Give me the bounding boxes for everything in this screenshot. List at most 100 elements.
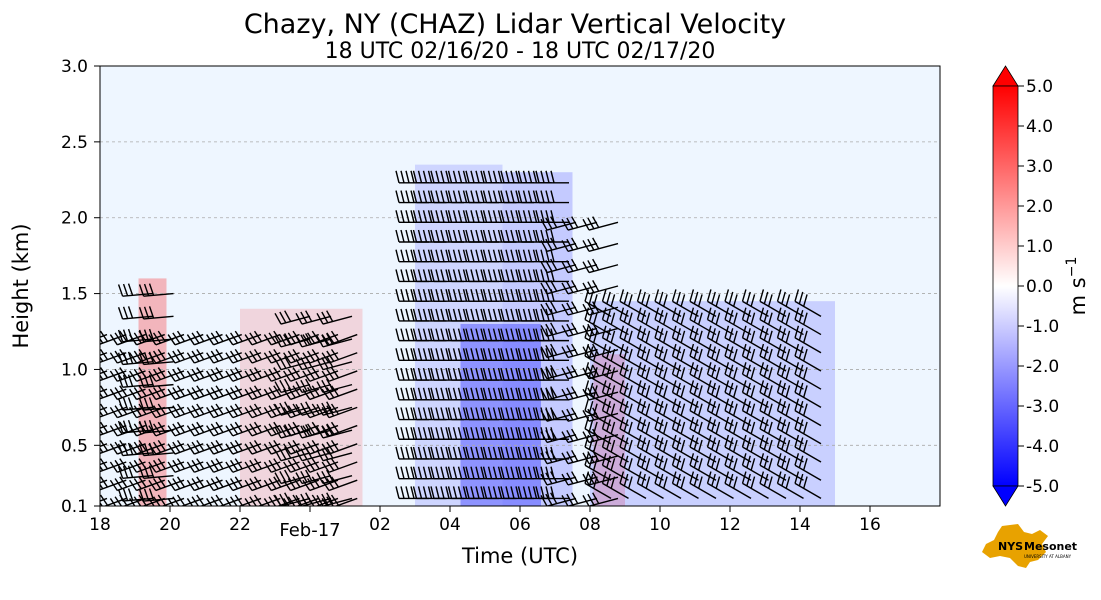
wind-barb [316,310,353,325]
barb-flag [592,343,600,356]
barb-flag [641,419,646,432]
barb-flag [582,388,590,401]
barb-flag [430,407,435,420]
barb-flag [532,427,538,440]
barb-flag [452,486,458,499]
barb-flag [410,170,415,183]
barb-flag [430,387,435,400]
barb-flag [706,434,712,448]
barb-flag [623,364,629,377]
barb-flag [785,294,791,307]
barb-flag [540,190,545,203]
barb-flag [768,312,773,325]
barb-flag [91,462,98,472]
barb-flag [405,427,410,440]
barb-flag [540,289,545,302]
barb-flag [109,352,118,364]
barb-flag [91,335,98,345]
barb-flag [395,328,400,341]
barb-flag [487,427,493,440]
barb-flag [117,375,124,388]
wind-barb [759,434,787,463]
barb-flag [412,170,418,183]
barb-flag [733,367,738,380]
x-tick-label: 14 [789,515,811,535]
barb-flag [487,407,493,420]
barb-flag [658,473,664,487]
barb-flag [77,460,84,470]
barb-flag [196,439,205,452]
barb-flag [654,343,660,357]
barb-flag [693,309,699,323]
barb-flag [321,479,330,491]
wind-barb [206,439,242,455]
barb-flag [593,367,598,380]
wind-barb [636,343,664,372]
barb-flag [561,346,569,358]
y-tick-label: 1.0 [61,360,88,380]
barb-flag [117,352,124,365]
barb-flag [500,170,505,183]
barb-flag [606,364,611,377]
barb-flag [768,294,773,307]
barb-flag [715,385,721,398]
barb-shaft [257,497,281,506]
barb-flag [138,307,145,320]
barb-flag [452,348,458,361]
wind-barb [100,497,108,502]
barb-flag [109,406,118,419]
barb-flag [410,466,415,479]
barb-flag [225,370,234,382]
wind-barb [167,403,204,419]
barb-flag [671,307,677,320]
barb-flag [230,441,239,453]
barb-flag [400,466,405,479]
barb-flag [143,488,150,501]
barb-flag [545,229,550,243]
barb-flag [412,229,418,243]
barb-flag [395,269,400,282]
wind-barb [654,289,682,317]
barb-flag [400,170,405,183]
barb-flag [206,334,215,346]
x-tick-label: 08 [579,515,601,535]
barb-flag [452,210,458,223]
barb-flag [412,486,418,499]
wind-barb [741,398,769,427]
barb-flag [540,249,545,262]
barb-flag [465,486,470,499]
barb-flag [405,486,410,499]
barb-flag [447,348,453,361]
barb-flag [540,486,545,499]
barb-flag [143,329,150,342]
barb-flag [593,421,598,434]
barb-flag [452,249,458,262]
barb-flag [582,495,590,506]
barb-flag [497,229,503,243]
wind-barb [91,458,127,473]
barb-flag [172,441,181,453]
barb-flag [330,403,340,415]
barb-flag [550,348,555,361]
wind-barb [100,479,108,484]
wind-barb [295,333,332,348]
barb-flag [206,406,215,419]
barb-flag [550,170,555,183]
wind-barb [654,343,682,372]
barb-flag [452,190,458,203]
barb-flag [654,416,660,429]
wind-barb [321,330,358,346]
barb-flag [706,471,712,484]
wind-barb [225,367,262,382]
wind-barb [706,325,734,354]
barb-flag [746,401,751,414]
wind-barb [794,343,822,372]
barb-flag [601,289,607,302]
barb-flag [759,325,765,338]
barb-flag [759,307,765,320]
barb-flag [768,421,773,434]
nys-mesonet-logo: NYS Mesonet UNIVERSITY AT ALBANY [982,524,1077,568]
barb-flag [284,424,292,436]
wind-barb [447,367,482,381]
barb-flag [148,465,155,478]
